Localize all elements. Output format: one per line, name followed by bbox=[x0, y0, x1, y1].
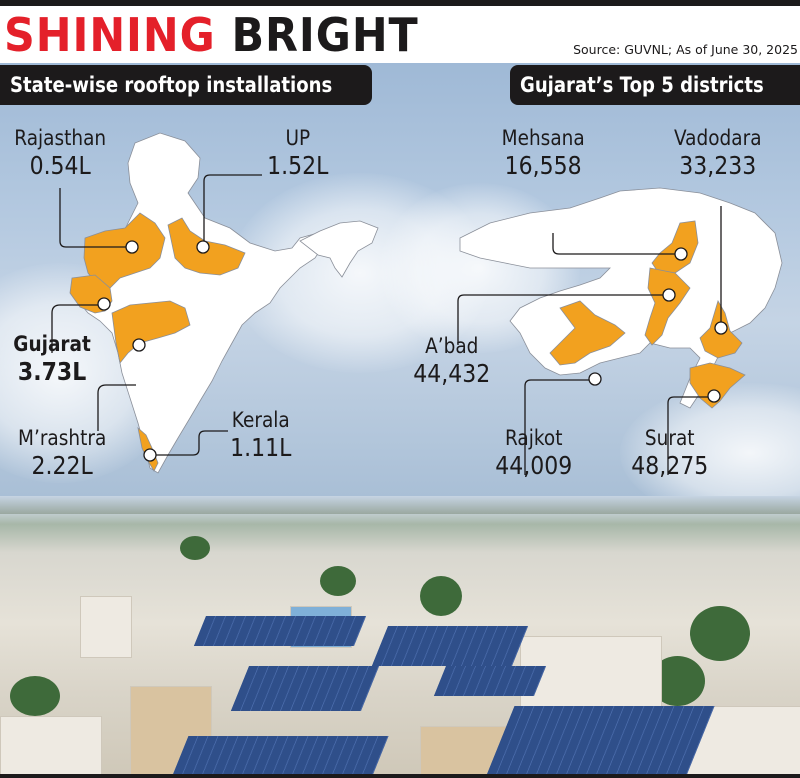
district-value: 44,009 bbox=[495, 451, 573, 481]
callout-rajasthan: Rajasthan 0.54L bbox=[8, 127, 112, 179]
district-name: A’bad bbox=[425, 334, 479, 358]
district-name: Vadodara bbox=[673, 126, 762, 150]
callout-gujarat: Gujarat 3.73L bbox=[8, 333, 96, 385]
solar-panels bbox=[485, 706, 715, 778]
panel-title-districts-text: Gujarat’s Top 5 districts bbox=[520, 73, 764, 97]
gujarat-outline bbox=[459, 187, 783, 409]
rooftop-solar-photo bbox=[0, 496, 800, 778]
state-value: 3.73L bbox=[17, 357, 87, 387]
gujarat-markers bbox=[588, 247, 728, 403]
callout-rajkot: Rajkot 44,009 bbox=[490, 427, 577, 479]
maps-svg bbox=[51, 132, 783, 475]
gujarat-map bbox=[459, 187, 783, 409]
district-name: Rajkot bbox=[504, 426, 563, 450]
tree bbox=[180, 536, 210, 560]
solar-panels bbox=[193, 616, 367, 646]
india-markers bbox=[97, 240, 210, 462]
top-rule bbox=[0, 0, 800, 6]
solar-panels bbox=[171, 736, 389, 778]
state-name: M’rashtra bbox=[18, 426, 107, 450]
callout-vadodara: Vadodara 33,233 bbox=[668, 127, 767, 179]
solar-panels bbox=[230, 666, 380, 711]
state-value: 1.11L bbox=[230, 433, 292, 463]
panel-title-districts: Gujarat’s Top 5 districts bbox=[510, 65, 800, 105]
state-name: Rajasthan bbox=[14, 126, 107, 150]
callout-maharashtra: M’rashtra 2.22L bbox=[12, 427, 112, 479]
district-value: 33,233 bbox=[679, 151, 757, 181]
solar-panels bbox=[433, 666, 547, 696]
panel-title-states-text: State-wise rooftop installations bbox=[10, 73, 333, 97]
headline-word-bright: BRIGHT bbox=[231, 8, 419, 62]
tree bbox=[420, 576, 462, 616]
india-map bbox=[69, 132, 379, 474]
infographic-panel: State-wise rooftop installations Gujarat… bbox=[0, 63, 800, 496]
source-note: Source: GUVNL; As of June 30, 2025 bbox=[573, 42, 798, 57]
state-value: 1.52L bbox=[267, 151, 329, 181]
district-name: Mehsana bbox=[501, 126, 585, 150]
headline-word-shining: SHINING bbox=[4, 8, 216, 62]
callout-up: UP 1.52L bbox=[263, 127, 333, 179]
panel-title-states: State-wise rooftop installations bbox=[0, 65, 372, 105]
callout-mehsana: Mehsana 16,558 bbox=[496, 127, 590, 179]
district-name: Surat bbox=[644, 426, 695, 450]
solar-panels bbox=[371, 626, 529, 666]
building bbox=[0, 716, 102, 778]
tree bbox=[10, 676, 60, 716]
callout-surat: Surat 48,275 bbox=[626, 427, 713, 479]
callout-ahmedabad: A’bad 44,432 bbox=[408, 335, 495, 387]
bottom-rule bbox=[0, 774, 800, 778]
district-value: 48,275 bbox=[631, 451, 709, 481]
district-value: 44,432 bbox=[413, 359, 491, 389]
state-name: Gujarat bbox=[13, 332, 91, 356]
district-value: 16,558 bbox=[504, 151, 582, 181]
india-callout-lines bbox=[51, 174, 262, 456]
rajkot-region bbox=[549, 300, 626, 366]
state-name: UP bbox=[285, 126, 311, 150]
photo-horizon bbox=[0, 496, 800, 514]
tree bbox=[320, 566, 356, 596]
tree bbox=[690, 606, 750, 661]
gujarat-callout-lines bbox=[457, 206, 722, 475]
maharashtra-region bbox=[111, 300, 191, 364]
headline: SHINING BRIGHT bbox=[4, 8, 419, 62]
building bbox=[80, 596, 132, 658]
northeast-outline bbox=[299, 220, 379, 278]
state-name: Kerala bbox=[231, 408, 290, 432]
state-value: 2.22L bbox=[31, 451, 93, 481]
ahmedabad-region bbox=[644, 267, 691, 346]
callout-kerala: Kerala 1.11L bbox=[226, 409, 296, 461]
state-value: 0.54L bbox=[29, 151, 91, 181]
